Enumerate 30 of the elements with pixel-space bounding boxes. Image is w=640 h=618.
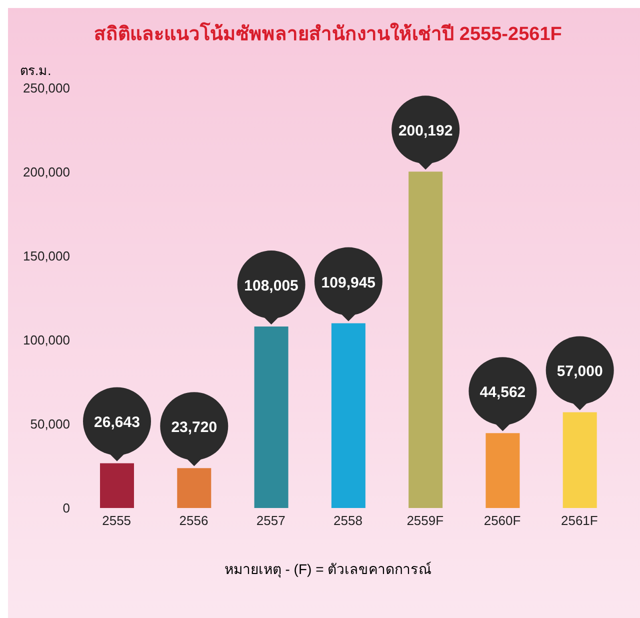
bar xyxy=(177,468,212,508)
y-tick-label: 0 xyxy=(62,500,70,516)
y-tick-label: 250,000 xyxy=(23,80,70,96)
y-axis-title: ตร.ม. xyxy=(20,62,52,80)
bar xyxy=(408,172,443,508)
bar xyxy=(486,433,520,508)
x-tick-label: 2557 xyxy=(256,513,286,528)
x-tick-label: 2561F xyxy=(560,513,598,528)
bar xyxy=(100,463,134,508)
data-label: 44,562 xyxy=(480,384,526,402)
text: หมายเหตุ - (F) = ตัวเลขคาดการณ์ xyxy=(223,560,433,580)
x-tick-label: 2555 xyxy=(102,513,132,528)
data-label: 108,005 xyxy=(244,278,298,295)
y-tick-label: 150,000 xyxy=(23,248,70,264)
x-tick-label: 2558 xyxy=(334,513,362,528)
data-label: 23,720 xyxy=(171,419,218,436)
bar xyxy=(562,412,597,508)
data-label: 26,643 xyxy=(94,414,140,432)
bar xyxy=(331,323,366,508)
x-tick-label: 2556 xyxy=(179,513,208,528)
chart-title: สถิติและแนวโน้มซัพพลายสำนักงานให้เช่าปี 2555-2561F xyxy=(93,21,563,47)
data-label: 57,000 xyxy=(556,363,603,380)
data-label: 200,192 xyxy=(398,122,453,140)
x-tick-label: 2560F xyxy=(484,513,521,528)
y-tick-label: 50,000 xyxy=(30,416,70,432)
y-tick-label: 100,000 xyxy=(23,332,70,348)
bar xyxy=(254,326,288,508)
data-label: 109,945 xyxy=(321,274,376,292)
x-tick-label: 2559F xyxy=(406,513,444,528)
y-tick-label: 200,000 xyxy=(23,164,70,180)
